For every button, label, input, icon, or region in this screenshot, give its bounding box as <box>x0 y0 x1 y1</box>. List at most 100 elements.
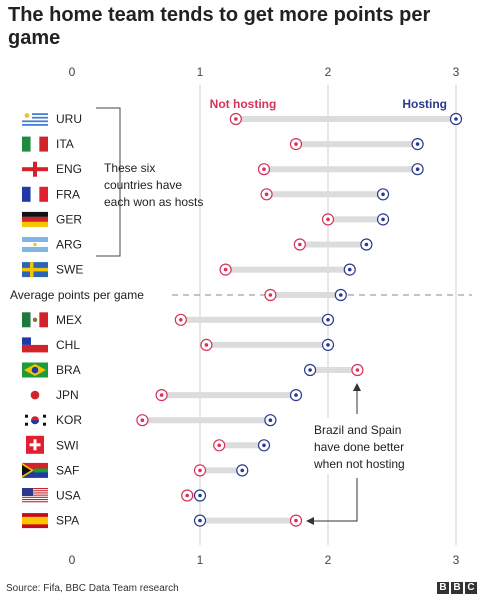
country-label: FRA <box>56 187 80 201</box>
x-tick-label: 1 <box>197 553 204 567</box>
flag-chile-icon <box>22 337 48 353</box>
flag-japan-icon <box>22 387 48 403</box>
hosts-bracket <box>96 107 121 257</box>
x-tick-label: 1 <box>197 65 204 79</box>
not-hosting-point-center <box>264 192 269 197</box>
brazil-spain-line-2: have done better <box>314 440 404 454</box>
row-spa: SPA <box>22 513 303 529</box>
x-tick-label: 0 <box>69 65 76 79</box>
country-label: KOR <box>56 413 82 427</box>
flag-brazil-icon <box>22 362 48 378</box>
country-label: ENG <box>56 162 82 176</box>
row-ger: GER <box>22 211 390 227</box>
brazil-spain-annotation: Brazil and Spain have done better when n… <box>306 383 432 525</box>
flag-mexico-icon <box>22 312 48 328</box>
not-hosting-point-center <box>204 343 209 347</box>
hosts-annotation-line-2: countries have <box>104 178 182 192</box>
not-hosting-point-center <box>179 318 183 322</box>
hosting-point-center <box>198 493 202 498</box>
country-label: ARG <box>56 238 82 252</box>
country-label: SWE <box>56 263 83 277</box>
country-label: JPN <box>56 388 79 402</box>
flag-southafrica-icon <box>22 462 48 478</box>
not-hosting-point-center <box>159 393 164 397</box>
hosting-point-center <box>347 267 352 272</box>
row-saf: SAF <box>22 462 249 478</box>
row-chl: CHL <box>22 337 335 353</box>
legend-not-hosting: Not hosting <box>210 97 277 111</box>
average-row: Average points per game <box>10 288 472 302</box>
country-label: BRA <box>56 363 81 377</box>
not-hosting-point-center <box>185 493 189 498</box>
not-hosting-point-center <box>326 217 330 222</box>
bbc-logo-letter: B <box>437 582 449 594</box>
hosting-point-center <box>381 192 385 197</box>
flag-korea-icon <box>22 412 48 428</box>
row-fra: FRA <box>22 186 390 202</box>
hosts-annotation-line-1: These six <box>104 161 155 175</box>
country-label: GER <box>56 212 82 226</box>
not-hosting-point-center <box>223 267 228 272</box>
average-hosting-point-center <box>339 293 343 297</box>
flag-sweden-icon <box>22 262 48 278</box>
brazil-spain-line-3: when not hosting <box>313 457 405 471</box>
legend-hosting: Hosting <box>402 97 447 111</box>
flag-france-icon <box>22 186 48 202</box>
hosting-point-center <box>326 343 330 347</box>
country-label: CHL <box>56 338 80 352</box>
not-hosting-point-center <box>234 117 238 121</box>
not-hosting-point-center <box>294 142 298 146</box>
bbc-logo-letter: B <box>451 582 463 594</box>
x-tick-label: 0 <box>69 553 76 567</box>
row-jpn: JPN <box>22 387 303 403</box>
flag-england-icon <box>22 161 48 177</box>
x-tick-labels-bottom: 0 1 2 3 <box>69 553 460 567</box>
not-hosting-point-center <box>298 242 302 247</box>
not-hosting-point-center <box>355 368 360 372</box>
x-tick-label: 2 <box>325 65 332 79</box>
hosting-point-center <box>326 318 330 322</box>
not-hosting-point-center <box>217 443 221 448</box>
country-label: SAF <box>56 463 79 477</box>
hosting-point-center <box>381 217 385 222</box>
x-tick-label: 3 <box>453 553 460 567</box>
not-hosting-point-center <box>262 167 266 171</box>
hosting-point-center <box>415 142 420 146</box>
hosting-point-center <box>262 443 266 448</box>
hosting-point-center <box>454 117 458 121</box>
row-swe: SWE <box>22 262 356 278</box>
flag-spain-icon <box>22 513 48 529</box>
flag-switzerland-icon <box>26 435 44 454</box>
row-uru: URU <box>22 111 463 127</box>
country-label: USA <box>56 489 81 503</box>
average-not-hosting-point-center <box>268 293 273 297</box>
hosts-annotation-line-3: each won as hosts <box>104 195 203 209</box>
flag-usa-icon <box>22 488 48 503</box>
country-label: URU <box>56 112 82 126</box>
not-hosting-point-center <box>198 468 202 473</box>
hosting-point-center <box>198 518 202 523</box>
hosting-point-center <box>240 468 245 473</box>
x-tick-labels-top: 0 1 2 3 <box>69 65 460 79</box>
brazil-spain-line-1: Brazil and Spain <box>314 423 401 437</box>
bbc-logo: B B C <box>437 582 477 594</box>
hosting-point-center <box>294 393 298 397</box>
not-hosting-point-center <box>140 418 145 423</box>
x-tick-label: 3 <box>453 65 460 79</box>
arrow-to-spain <box>306 478 358 525</box>
hosts-annotation: These six countries have each won as hos… <box>96 107 203 257</box>
country-label: SWI <box>56 438 79 452</box>
hosting-point-center <box>415 167 420 171</box>
row-eng: ENG <box>22 161 424 177</box>
x-tick-label: 2 <box>325 553 332 567</box>
bbc-logo-letter: C <box>465 582 477 594</box>
flag-uruguay-icon <box>22 111 48 127</box>
not-hosting-point-center <box>294 518 298 523</box>
flag-italy-icon <box>22 136 48 152</box>
flag-germany-icon <box>22 211 48 227</box>
chart-title: The home team tends to get more points p… <box>8 4 431 49</box>
row-swi: SWI <box>26 435 271 454</box>
country-label: MEX <box>56 313 82 327</box>
legend: Not hosting Hosting <box>210 97 447 111</box>
